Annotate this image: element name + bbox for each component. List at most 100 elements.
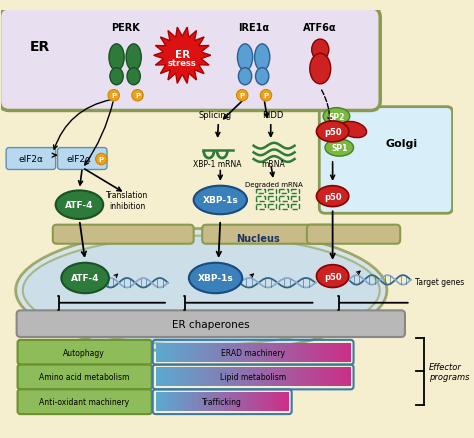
Bar (205, 367, 206, 387)
Bar (211, 392, 212, 411)
FancyBboxPatch shape (18, 389, 152, 414)
Bar (255, 392, 256, 411)
Bar (196, 392, 197, 411)
Bar (301, 367, 302, 387)
Bar (239, 392, 240, 411)
Bar (193, 367, 194, 387)
Ellipse shape (317, 265, 349, 288)
Bar (204, 367, 205, 387)
Bar (311, 343, 312, 362)
Bar (223, 392, 224, 411)
Bar (272, 392, 273, 411)
Text: Translation
inhibition: Translation inhibition (106, 191, 148, 210)
Bar (245, 343, 246, 362)
Text: XBP-1 mRNA: XBP-1 mRNA (193, 160, 242, 169)
Bar (268, 204, 276, 209)
Bar (167, 392, 168, 411)
Bar (340, 343, 341, 362)
Bar (261, 367, 262, 387)
Bar (304, 367, 305, 387)
Bar (158, 367, 159, 387)
Bar (234, 367, 235, 387)
FancyBboxPatch shape (307, 225, 400, 244)
Bar (328, 343, 329, 362)
FancyBboxPatch shape (0, 9, 380, 111)
Bar (157, 367, 158, 387)
Bar (206, 392, 207, 411)
Bar (270, 343, 271, 362)
Bar (192, 367, 193, 387)
Bar (263, 392, 264, 411)
Bar (257, 392, 258, 411)
Bar (169, 392, 170, 411)
Bar (262, 343, 263, 362)
Bar (262, 392, 263, 411)
Bar (218, 367, 219, 387)
Bar (209, 392, 210, 411)
Bar (248, 343, 249, 362)
Bar (315, 367, 316, 387)
Bar (208, 343, 209, 362)
Text: Autophagy: Autophagy (64, 348, 105, 357)
Bar (195, 367, 196, 387)
Bar (288, 367, 289, 387)
Bar (260, 392, 261, 411)
Bar (283, 343, 284, 362)
Bar (224, 367, 225, 387)
Text: ER chaperones: ER chaperones (172, 319, 250, 329)
Bar (232, 343, 233, 362)
Bar (179, 367, 180, 387)
Bar (160, 392, 161, 411)
Bar (220, 392, 221, 411)
Bar (250, 343, 251, 362)
Bar (286, 392, 287, 411)
Bar (306, 343, 307, 362)
Bar (282, 367, 283, 387)
Bar (338, 343, 339, 362)
Bar (346, 343, 347, 362)
Bar (263, 367, 264, 387)
Bar (302, 367, 303, 387)
Bar (251, 343, 252, 362)
Bar (261, 343, 262, 362)
Bar (269, 392, 270, 411)
Bar (295, 367, 296, 387)
Bar (201, 367, 202, 387)
Circle shape (237, 90, 248, 102)
Bar (226, 367, 227, 387)
Bar (334, 367, 335, 387)
Bar (171, 392, 172, 411)
Bar (224, 343, 225, 362)
Bar (183, 367, 184, 387)
Bar (203, 343, 204, 362)
Bar (256, 343, 257, 362)
Bar (238, 392, 239, 411)
Bar (237, 392, 238, 411)
Ellipse shape (126, 45, 141, 71)
Bar (202, 343, 203, 362)
Text: Anti-oxidant machinery: Anti-oxidant machinery (39, 397, 129, 406)
Bar (177, 343, 178, 362)
Bar (187, 367, 188, 387)
Bar (344, 367, 345, 387)
Bar (196, 367, 197, 387)
Bar (330, 343, 331, 362)
Bar (203, 392, 204, 411)
Bar (299, 367, 300, 387)
Bar (164, 367, 165, 387)
FancyBboxPatch shape (18, 340, 152, 365)
Bar (222, 343, 223, 362)
Bar (235, 367, 236, 387)
Bar (159, 392, 160, 411)
Bar (323, 343, 324, 362)
Bar (339, 367, 340, 387)
Bar (175, 343, 176, 362)
Bar (340, 367, 341, 387)
Bar (282, 343, 283, 362)
Text: Splicing: Splicing (199, 110, 232, 120)
Bar (314, 367, 315, 387)
Bar (184, 343, 185, 362)
Bar (321, 343, 322, 362)
Bar (161, 367, 162, 387)
Bar (218, 392, 219, 411)
